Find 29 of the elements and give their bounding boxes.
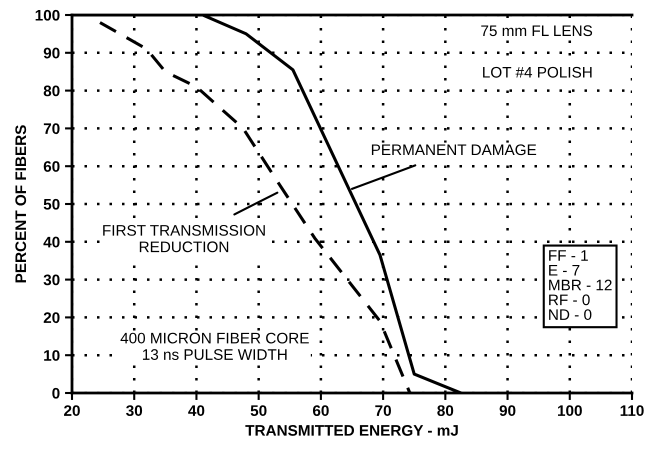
annotation: LOT #4 POLISH	[483, 66, 592, 78]
x-tick-label: 40	[188, 405, 204, 416]
annotation: PERMANENT DAMAGE	[372, 144, 536, 156]
annotation: 75 mm FL LENS	[481, 25, 592, 36]
y-tick-label: 80	[44, 85, 60, 96]
y-tick-label: 90	[44, 48, 60, 58]
annotation: FIRST TRANSMISSION REDUCTION	[103, 224, 265, 252]
x-tick-label: 60	[312, 405, 329, 416]
y-tick-label: 30	[44, 274, 60, 286]
y-tick-label: 10	[44, 350, 60, 361]
annotation: 400 MICRON FIBER CORE 13 ns PULSE WIDTH	[120, 332, 309, 360]
y-tick-label: 0	[52, 388, 60, 399]
y-tick-label: 60	[44, 161, 60, 172]
annotation: FF - 1 E - 7 MBR - 12 RF - 0 ND - 0	[549, 250, 612, 320]
x-tick-label: 70	[375, 405, 391, 416]
y-tick-label: 70	[44, 123, 60, 134]
y-tick-label: 40	[43, 236, 60, 248]
x-tick-label: 20	[64, 405, 80, 416]
x-tick-label: 50	[250, 405, 267, 416]
y-axis-title: PERCENT OF FIBERS	[15, 125, 26, 282]
x-tick-label: 100	[558, 405, 582, 416]
y-tick-label: 100	[36, 10, 60, 21]
x-tick-label: 110	[620, 405, 644, 416]
y-tick-label: 20	[44, 312, 60, 324]
x-axis-title: TRANSMITTED ENERGY - mJ	[245, 425, 458, 436]
x-tick-label: 80	[437, 405, 454, 416]
x-tick-label: 30	[126, 405, 142, 416]
x-tick-label: 90	[500, 405, 516, 416]
y-tick-label: 50	[44, 198, 60, 210]
